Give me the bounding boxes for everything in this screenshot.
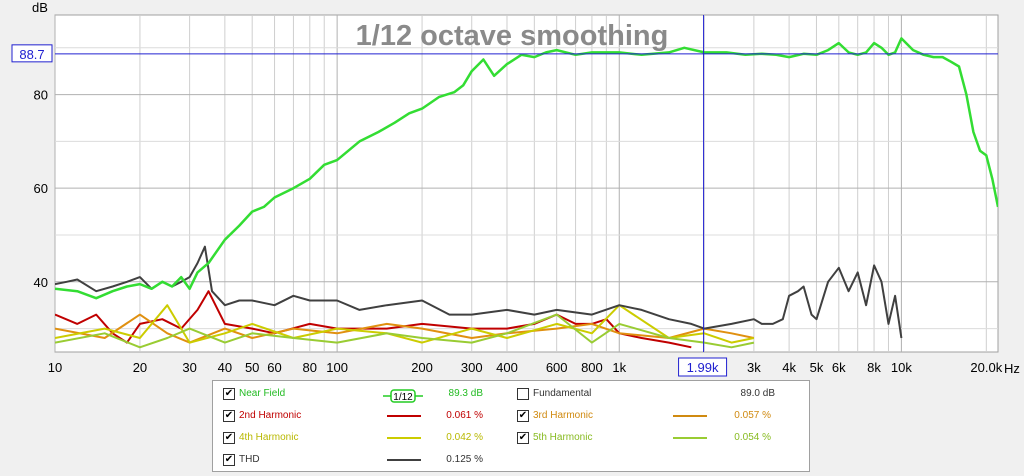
legend-item-thd[interactable]: ✔ THD 0.125 % (223, 451, 493, 469)
legend-label: 5th Harmonic (533, 432, 593, 443)
legend-label: 2nd Harmonic (239, 410, 302, 421)
x-tick-label: 600 (546, 360, 568, 375)
legend-item-5th-harmonic[interactable]: ✔ 5th Harmonic 0.054 % (517, 429, 797, 447)
legend-value: 0.125 % (446, 454, 483, 465)
x-tick-label: 50 (245, 360, 259, 375)
x-tick-label: 3k (747, 360, 761, 375)
plot-background (54, 14, 999, 353)
legend-label: 3rd Harmonic (533, 410, 594, 421)
legend-value: 0.054 % (734, 432, 771, 443)
frequency-response-chart[interactable]: 88.7 1.99k dB Hz 10 20 30 40 50 60 80 100 200 300 4… (0, 0, 1024, 380)
legend-value: 89.0 dB (740, 388, 775, 399)
thd-checkbox[interactable]: ✔ (223, 454, 235, 466)
x-tick-label: 20 (133, 360, 147, 375)
3rd-harmonic-checkbox[interactable]: ✔ (517, 410, 529, 422)
series-line-5th-harmonic (55, 313, 755, 349)
x-tick-label: 30 (182, 360, 196, 375)
x-tick-label: 40 (218, 360, 232, 375)
x-tick-label: 60 (267, 360, 281, 375)
x-tick-label: 200 (411, 360, 433, 375)
legend-swatch (387, 437, 421, 439)
cursor-y-label-box (11, 44, 53, 63)
chart-title: 1/12 octave smoothing (356, 20, 669, 52)
x-tick-label: 80 (303, 360, 317, 375)
x-tick-label: 10 (48, 360, 62, 375)
cursor-x-label: 1.99k (687, 360, 719, 375)
smoothing-badge-label: 1/12 (393, 392, 413, 403)
legend-item-4th-harmonic[interactable]: ✔ 4th Harmonic 0.042 % (223, 429, 493, 447)
x-tick-label: 100 (326, 360, 348, 375)
5th-harmonic-checkbox[interactable]: ✔ (517, 432, 529, 444)
series-line-near-field (55, 37, 998, 300)
legend-label: Fundamental (533, 388, 592, 399)
legend-panel: ✔ Near Field 1/12 89.3 dB Fundamental 89… (212, 380, 810, 472)
legend-swatch (387, 459, 421, 461)
legend-swatch (673, 415, 707, 417)
legend-label: Near Field (239, 388, 286, 399)
series-layer (55, 37, 998, 349)
x-tick-label: 6k (832, 360, 846, 375)
legend-item-near-field[interactable]: ✔ Near Field 1/12 89.3 dB (223, 385, 493, 403)
legend-item-2nd-harmonic[interactable]: ✔ 2nd Harmonic 0.061 % (223, 407, 493, 425)
x-tick-label: 10k (891, 360, 912, 375)
legend-value: 0.042 % (446, 432, 483, 443)
cursor-y-label: 88.7 (19, 47, 44, 62)
fundamental-checkbox[interactable] (517, 388, 529, 400)
smoothing-badge[interactable]: 1/12 (383, 389, 423, 403)
y-tick-label: 40 (34, 275, 48, 290)
legend-value: 89.3 dB (448, 388, 483, 399)
series-line-3rd-harmonic (55, 313, 755, 344)
x-tick-label: 8k (867, 360, 881, 375)
cursor[interactable]: 88.7 1.99k (11, 15, 998, 377)
x-tick-label: 1k (612, 360, 626, 375)
legend-swatch (673, 437, 707, 439)
cursor-x-label-box (678, 357, 728, 377)
x-tick-label: 20.0k (970, 360, 1002, 375)
y-tick-label: 80 (34, 88, 48, 103)
y-tick-label: 60 (34, 181, 48, 196)
legend-item-3rd-harmonic[interactable]: ✔ 3rd Harmonic 0.057 % (517, 407, 797, 425)
legend-label: 4th Harmonic (239, 432, 299, 443)
y-axis-label: dB (32, 0, 48, 15)
legend-label: THD (239, 454, 260, 465)
x-tick-label: 800 (581, 360, 603, 375)
x-tick-label: 400 (496, 360, 518, 375)
near-field-checkbox[interactable]: ✔ (223, 388, 235, 400)
2nd-harmonic-checkbox[interactable]: ✔ (223, 410, 235, 422)
series-line-4th-harmonic (55, 304, 755, 344)
4th-harmonic-checkbox[interactable]: ✔ (223, 432, 235, 444)
legend-item-fundamental[interactable]: Fundamental 89.0 dB (517, 385, 797, 403)
legend-swatch (387, 415, 421, 417)
x-tick-label: 5k (810, 360, 824, 375)
x-axis-unit: Hz (1004, 361, 1020, 376)
legend-value: 0.061 % (446, 410, 483, 421)
series-line-2nd-harmonic (55, 290, 692, 349)
legend-value: 0.057 % (734, 410, 771, 421)
x-tick-label: 300 (461, 360, 483, 375)
x-tick-label: 4k (782, 360, 796, 375)
axis-ticks: 10 20 30 40 50 60 80 100 200 300 400 600 800 1k 3k 4k 5k… (34, 88, 1003, 375)
